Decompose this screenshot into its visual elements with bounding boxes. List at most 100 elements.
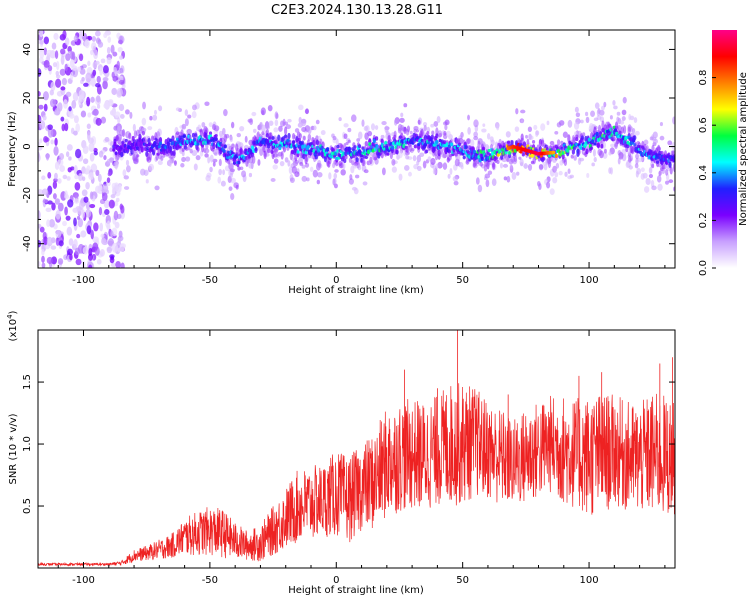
spectrogram-cell (236, 147, 240, 157)
spectrogram-cell (235, 184, 239, 190)
spectrogram-cell (273, 127, 279, 133)
spectrogram-cell (119, 114, 125, 119)
spectrogram-cell (69, 71, 74, 81)
spectrogram-cell (621, 116, 626, 122)
spectrogram-cell (409, 130, 413, 135)
spectrogram-cell (153, 109, 157, 115)
spectrogram-cell (268, 120, 274, 126)
spectrogram-cell (239, 166, 244, 171)
spectrogram-cell (191, 150, 198, 156)
spectrogram-cell (505, 131, 511, 138)
spectrogram-cell (181, 123, 187, 130)
spectrogram-cell (281, 136, 285, 142)
spectrogram-cell (230, 177, 236, 184)
spectrogram-peak-cell (551, 150, 556, 155)
spectrogram-cell (562, 131, 568, 138)
spectrogram-cell (222, 169, 225, 176)
spectrogram-cell (405, 155, 410, 160)
spectrogram-cell (223, 133, 227, 143)
spectrogram-cell (466, 138, 472, 144)
spectrogram-cell (573, 155, 577, 161)
spectrogram-cell (355, 157, 359, 162)
spectrogram-cell (69, 253, 73, 261)
y-tick-label: -40 (22, 236, 33, 252)
spectrogram-cell (248, 163, 254, 169)
spectrogram-cell (575, 112, 581, 118)
spectrogram-cell (603, 101, 607, 108)
spectrogram-cell (513, 154, 517, 163)
spectrogram-cell (580, 135, 585, 141)
spectrogram-cell (347, 146, 351, 152)
spectrogram-cell (364, 155, 368, 160)
spectrogram-cell (122, 169, 127, 177)
spectrogram-cell (501, 158, 507, 163)
spectrogram-cell (298, 133, 302, 139)
spectrogram-cell (87, 35, 93, 41)
spectrogram-cell (54, 137, 58, 146)
spectrogram-cell (574, 106, 579, 113)
spectrogram-cell (116, 87, 123, 97)
y-tick-label: 1.5 (22, 374, 33, 390)
spectrogram-cell (298, 104, 304, 111)
spectrogram-cell (47, 128, 54, 138)
spectrogram-cell (113, 210, 119, 221)
spectrogram-cell (261, 124, 266, 133)
spectrogram-cell (627, 156, 632, 163)
spectrogram-cell (38, 141, 41, 147)
spectrogram-cell (113, 69, 119, 75)
spectrogram-cell (635, 170, 639, 178)
spectrogram-cell (261, 131, 265, 136)
spectrogram-cell (521, 152, 525, 157)
spectrogram-cell (69, 113, 75, 119)
spectrogram-cell (80, 230, 87, 238)
spectrogram-cell (104, 136, 110, 143)
spectrogram-cell (439, 147, 444, 155)
spectrogram-cell (432, 168, 437, 175)
spectrogram-cell (603, 148, 607, 154)
spectrogram-cell (214, 133, 218, 138)
spectrogram-cell (106, 177, 111, 184)
spectrogram-cell (540, 123, 546, 131)
spectrogram-cell (57, 258, 64, 265)
spectrogram-cell (257, 159, 261, 166)
spectrogram-cell (634, 163, 639, 169)
spectrogram-cell (403, 126, 407, 134)
spectrogram-cell (309, 166, 314, 173)
spectrogram-cell (44, 137, 50, 142)
spectrogram-cell (556, 139, 561, 146)
spectrogram-cell (93, 49, 99, 60)
spectrogram-cell (114, 221, 120, 229)
spectrogram-cell (287, 118, 292, 123)
spectrogram-cell (73, 115, 79, 124)
spectrogram-cell (229, 135, 234, 142)
spectrogram-cell (38, 261, 41, 267)
spectrogram-cell (571, 149, 575, 155)
spectrogram-cell (78, 172, 83, 182)
spectrogram-cell (274, 119, 279, 127)
spectrogram-cell (60, 54, 65, 65)
spectrogram-cell (417, 142, 421, 147)
spectrogram-cell (251, 111, 257, 117)
spectrogram-cell (86, 165, 91, 173)
spectrogram-cell (125, 109, 130, 115)
spectrogram-cell (81, 76, 85, 82)
spectrogram-cell (417, 165, 422, 171)
spectrogram-cell (555, 162, 560, 169)
spectrogram-cell (363, 169, 369, 174)
spectrogram-cell (118, 79, 125, 85)
spectrogram-cell (115, 134, 119, 142)
spectrogram-cell (503, 176, 508, 181)
spectrogram-cell (357, 131, 363, 140)
spectrogram-cell (38, 146, 43, 151)
spectrogram-cell (205, 175, 211, 182)
spectrogram-cell (393, 119, 398, 126)
colorbar-ticks: 0.0 0.2 0.4 0.6 0.8 (698, 70, 716, 276)
spectrogram-cell (55, 70, 60, 76)
spectrogram-cell (612, 137, 616, 142)
spectrogram-cell (333, 178, 337, 185)
spectrogram-cell (117, 236, 122, 244)
spectrogram-cell (39, 40, 44, 45)
spectrogram-cell (47, 171, 52, 179)
spectrogram-cell (77, 66, 82, 72)
spectrogram-cell (85, 181, 90, 190)
